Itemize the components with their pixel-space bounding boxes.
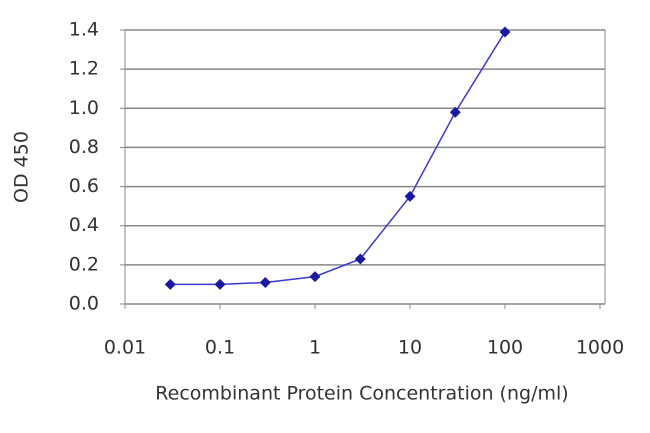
x-tick-label: 100: [487, 337, 523, 359]
y-axis-label: OD 450: [11, 131, 33, 203]
data-point: [309, 271, 321, 283]
y-tick-label: 0.8: [69, 136, 99, 158]
y-tick-label: 0.2: [69, 253, 99, 275]
y-tick-label: 1.4: [69, 19, 99, 41]
data-point: [164, 278, 176, 290]
data-point: [259, 276, 271, 288]
x-tick-label: 10: [398, 337, 422, 359]
y-tick-label: 1.2: [69, 58, 99, 80]
x-axis-label: Recombinant Protein Concentration (ng/ml…: [155, 383, 568, 405]
x-tick-label: 1: [309, 337, 321, 359]
data-point: [499, 26, 511, 38]
data-point: [449, 106, 461, 118]
data-point: [214, 278, 226, 290]
plot-frame: [124, 29, 606, 305]
y-tick-label: 0.6: [69, 175, 99, 197]
x-tick-label: 0.01: [104, 337, 146, 359]
x-tick-label: 1000: [576, 337, 624, 359]
x-tick-label: 0.1: [205, 337, 235, 359]
series-line: [170, 31, 506, 286]
y-tick-label: 0.0: [69, 293, 99, 315]
data-point: [354, 253, 366, 265]
y-tick-label: 0.4: [69, 214, 99, 236]
y-tick-label: 1.0: [69, 97, 99, 119]
data-point: [404, 190, 416, 202]
